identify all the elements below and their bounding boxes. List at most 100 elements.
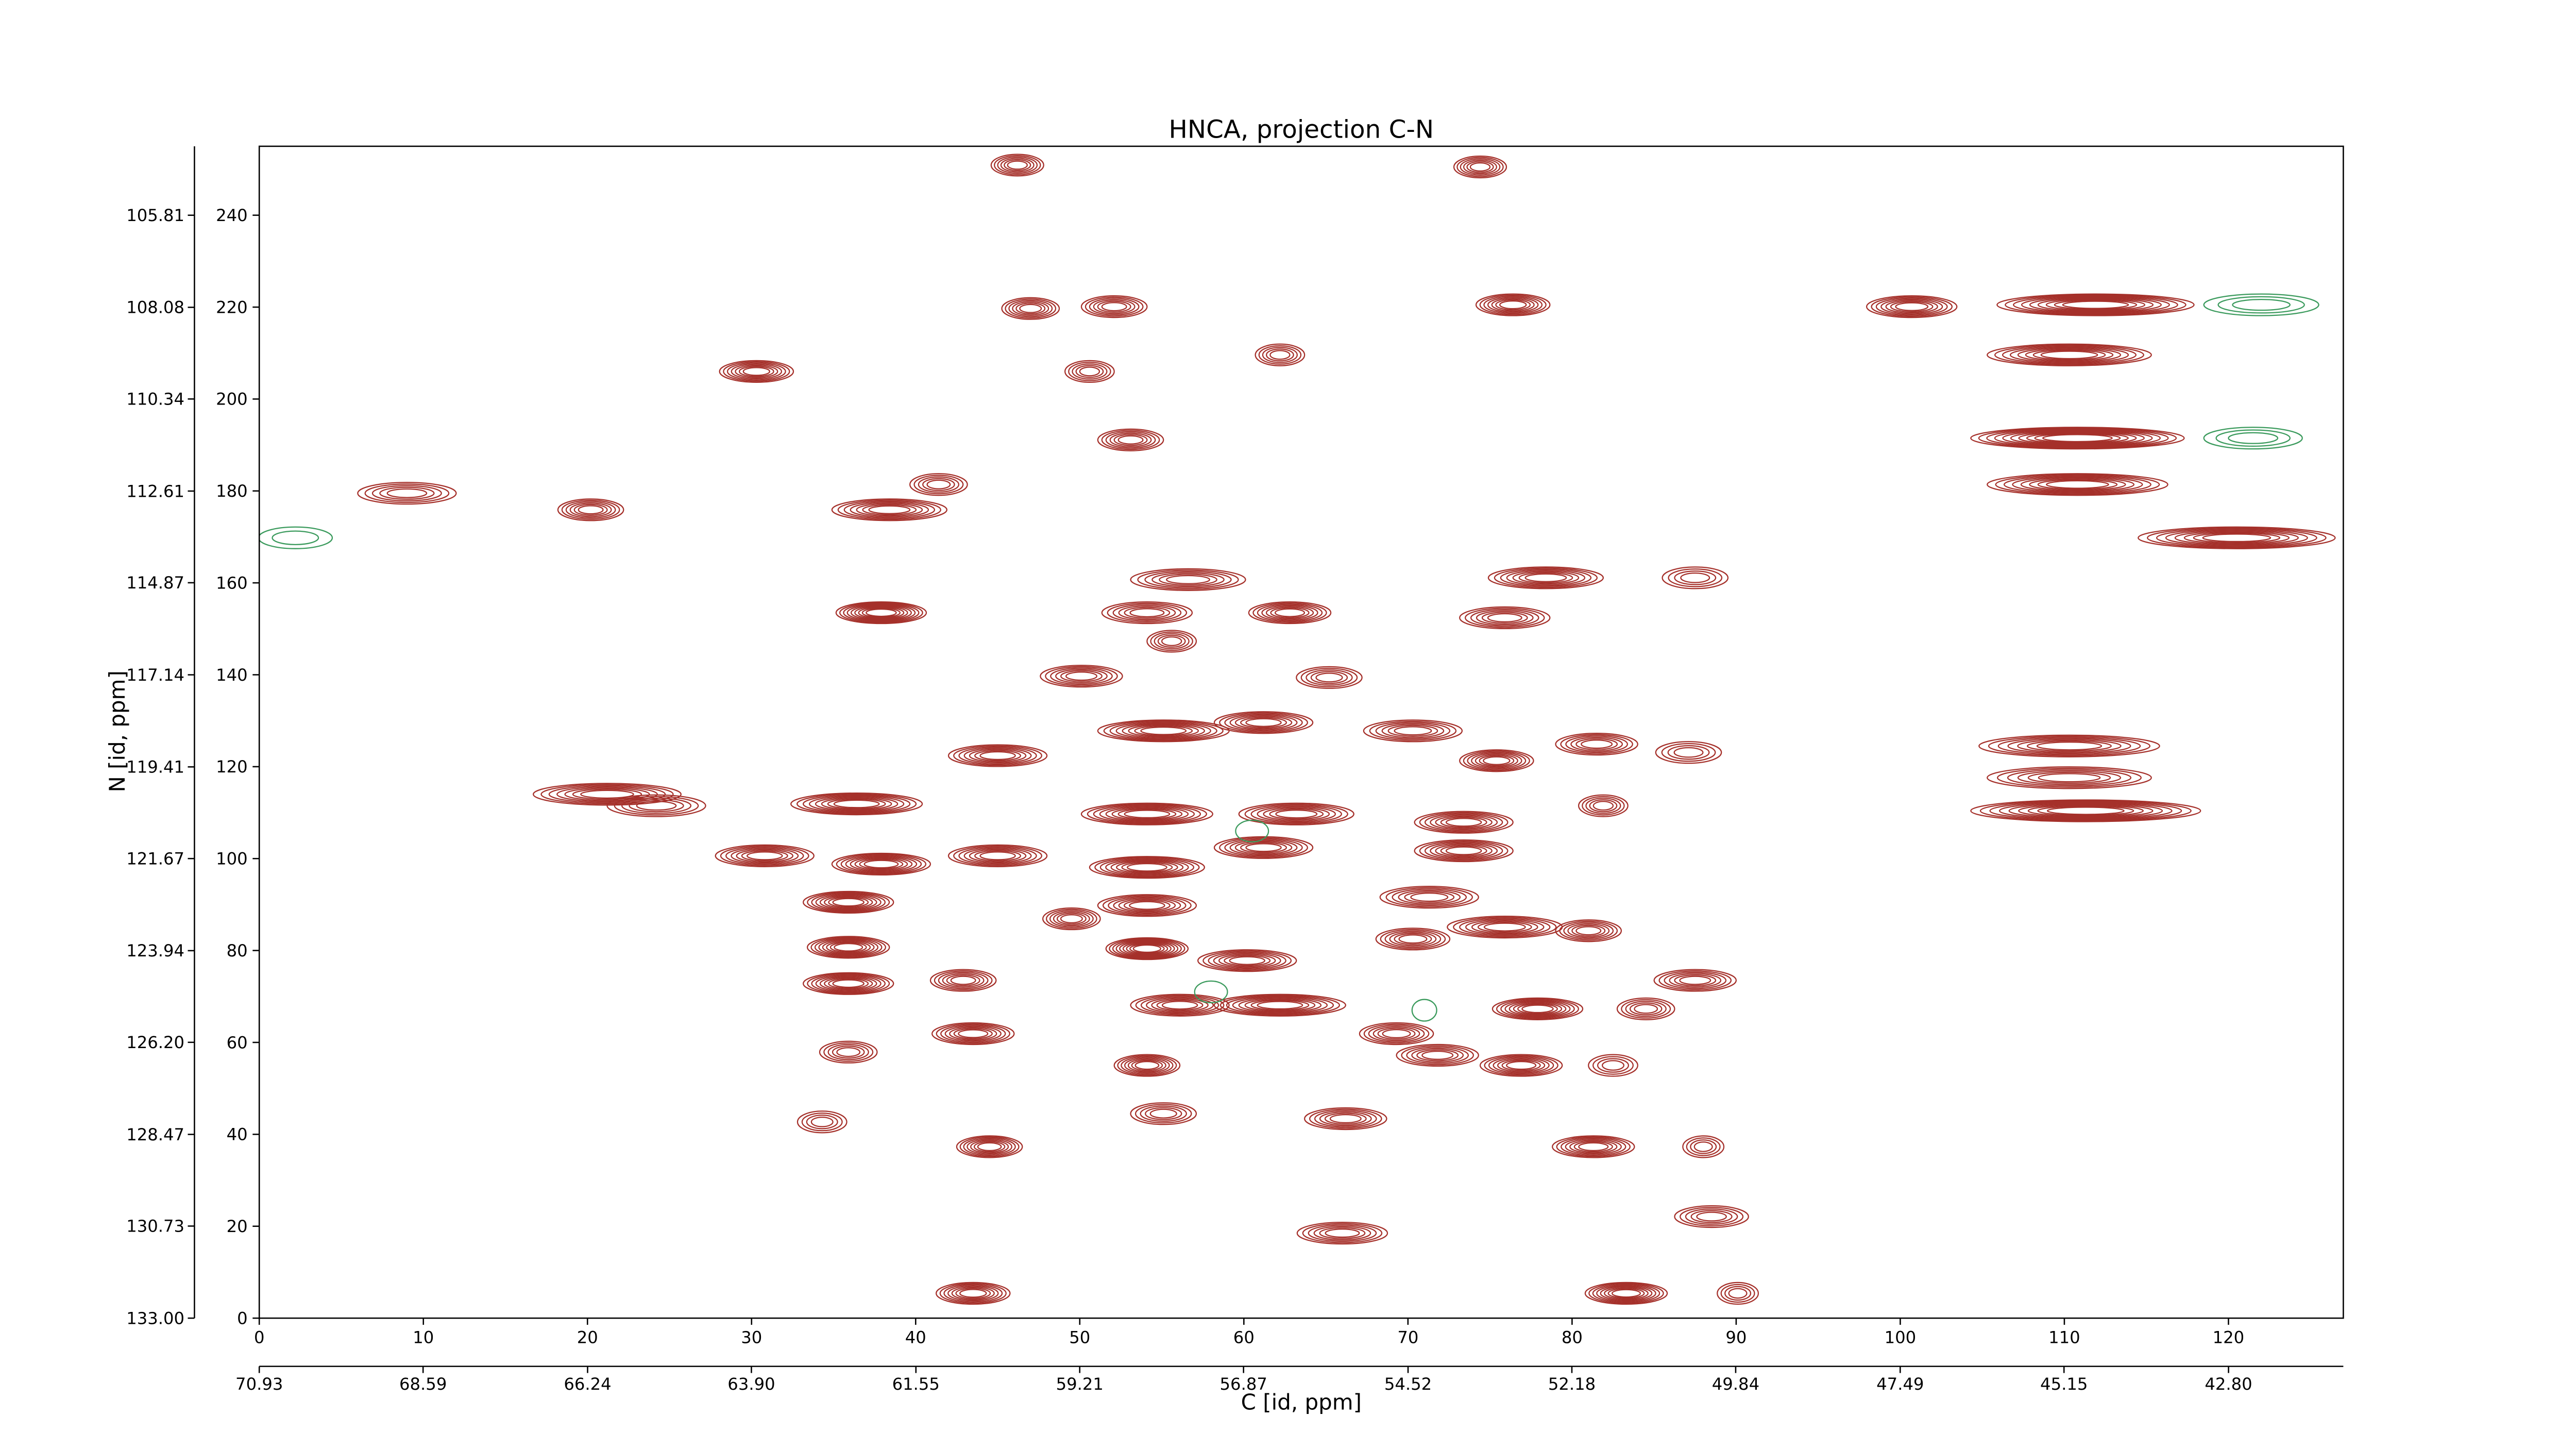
contour-level bbox=[1693, 1141, 1713, 1152]
y-tick-label: 220 bbox=[216, 297, 248, 317]
contour-level bbox=[1404, 891, 1455, 903]
x-tick-label: 30 bbox=[741, 1327, 762, 1347]
contour-level bbox=[1377, 1027, 1416, 1040]
contour-level bbox=[723, 361, 790, 382]
contour-level bbox=[2009, 346, 2129, 363]
contour-level bbox=[2042, 434, 2113, 443]
contour-level bbox=[1240, 717, 1287, 729]
contour-level bbox=[850, 501, 929, 518]
contour-level bbox=[1122, 723, 1206, 738]
contour-level bbox=[946, 974, 980, 987]
contour-level bbox=[2215, 429, 2291, 447]
contour-level bbox=[1019, 304, 1042, 313]
contour-level bbox=[1121, 862, 1173, 873]
contour-level bbox=[1445, 846, 1482, 855]
contour-level bbox=[1146, 630, 1197, 653]
contour-level bbox=[1250, 1000, 1310, 1011]
contour-level bbox=[1107, 602, 1188, 623]
contour-level bbox=[829, 942, 867, 953]
contour-level bbox=[2027, 804, 2144, 817]
contour-level bbox=[1005, 298, 1057, 319]
contour-level bbox=[1226, 996, 1334, 1015]
contour-level bbox=[1435, 844, 1493, 858]
contour-level bbox=[1146, 997, 1214, 1014]
contour-level bbox=[1156, 999, 1204, 1011]
contour-level bbox=[1987, 766, 2152, 789]
contour-level bbox=[1582, 796, 1625, 816]
contour-level bbox=[1464, 608, 1545, 628]
contour-level bbox=[2017, 770, 2122, 785]
contour-level bbox=[806, 936, 890, 959]
contour-level bbox=[1521, 1004, 1554, 1014]
contour-level bbox=[956, 1135, 1023, 1158]
contour-level bbox=[835, 601, 927, 625]
contour-level bbox=[1465, 919, 1545, 935]
contour-level bbox=[934, 970, 993, 991]
contour-level bbox=[832, 1046, 865, 1059]
contour-level bbox=[1319, 1227, 1366, 1239]
contour-level bbox=[1997, 737, 2141, 755]
contour-level bbox=[1093, 804, 1201, 823]
contour-level bbox=[1118, 899, 1176, 913]
contour-level bbox=[1375, 928, 1451, 951]
contour-level bbox=[1130, 568, 1246, 591]
contour-level bbox=[979, 851, 1016, 861]
contour-level bbox=[1495, 299, 1531, 311]
contour-level bbox=[2147, 527, 2327, 548]
contour-level bbox=[866, 608, 897, 617]
x-tick-label: 90 bbox=[1725, 1327, 1747, 1347]
contour-level bbox=[1119, 940, 1175, 957]
contour-level bbox=[1885, 300, 1938, 314]
contour-level bbox=[1269, 350, 1291, 360]
x-tick-label: 110 bbox=[2048, 1327, 2080, 1347]
contour-level bbox=[1604, 1287, 1649, 1300]
y2-tick-label: 130.73 bbox=[126, 1217, 184, 1236]
contour-level bbox=[1269, 808, 1324, 820]
contour-level bbox=[1093, 299, 1136, 314]
contour-level bbox=[1416, 1049, 1459, 1062]
contour-level bbox=[837, 499, 941, 520]
contour-level bbox=[1112, 939, 1182, 958]
contour-level bbox=[736, 849, 793, 863]
contour-level bbox=[1105, 858, 1189, 876]
contour-level bbox=[2020, 477, 2135, 492]
contour-level bbox=[386, 488, 428, 498]
contour-level bbox=[1324, 1113, 1367, 1125]
contours bbox=[259, 154, 2336, 1305]
contour-level bbox=[1234, 716, 1293, 730]
contour-level bbox=[1001, 297, 1060, 320]
contour-level bbox=[1463, 159, 1497, 175]
contour-level bbox=[1728, 1288, 1748, 1299]
contour-level bbox=[918, 476, 960, 493]
contour-level bbox=[629, 799, 684, 813]
contour-level bbox=[1197, 949, 1297, 972]
contour-level bbox=[1506, 1060, 1537, 1070]
contour-level bbox=[1459, 918, 1551, 936]
contour-level bbox=[1379, 886, 1479, 909]
contour-level bbox=[1238, 802, 1354, 825]
x-tick-label: 50 bbox=[1069, 1327, 1090, 1347]
contour-level bbox=[823, 1042, 874, 1062]
contour-level bbox=[1213, 993, 1346, 1017]
contour-level bbox=[1565, 1139, 1622, 1155]
contour-level bbox=[796, 1110, 848, 1134]
contour-level bbox=[1065, 671, 1097, 681]
contour-level bbox=[1064, 360, 1115, 383]
contour-level bbox=[1484, 1055, 1558, 1076]
contour-level bbox=[1112, 604, 1182, 621]
contour-level bbox=[831, 498, 947, 521]
contour-level bbox=[1258, 345, 1302, 365]
contour-level bbox=[939, 1283, 1007, 1304]
contour-level bbox=[1411, 999, 1437, 1022]
contour-level bbox=[371, 485, 442, 502]
x2-tick-label: 56.87 bbox=[1220, 1374, 1267, 1394]
contour-level bbox=[977, 1142, 1002, 1152]
contour-level bbox=[556, 786, 658, 802]
contour-level bbox=[1144, 571, 1232, 588]
contour-level bbox=[1460, 158, 1501, 176]
contour-level bbox=[1389, 932, 1437, 947]
contour-level bbox=[1690, 1210, 1733, 1223]
contour-level bbox=[815, 894, 882, 911]
contour-level bbox=[828, 978, 869, 989]
contour-level bbox=[1007, 160, 1028, 170]
